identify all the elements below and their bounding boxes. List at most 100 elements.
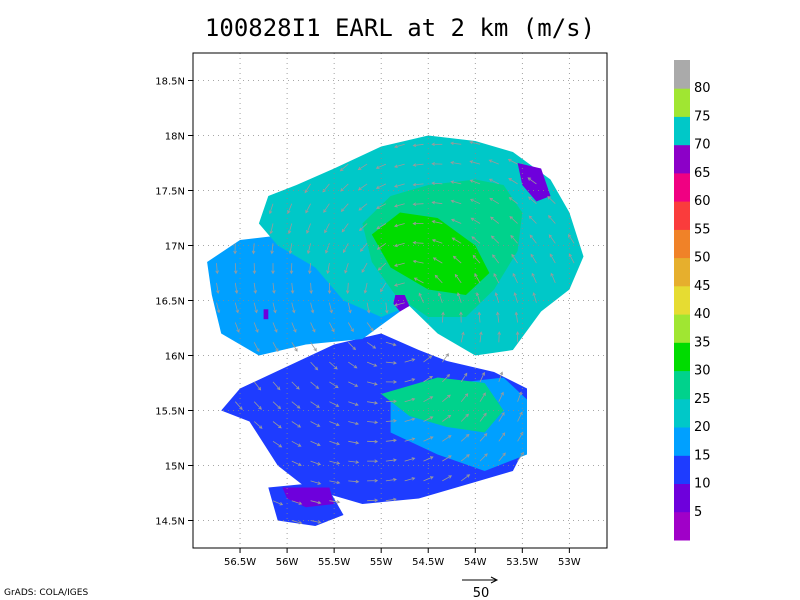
wind-vector-2: [215, 263, 219, 275]
wind-vector-63: [304, 183, 311, 194]
wind-vector-169: [442, 374, 451, 383]
wind-vector-7: [233, 263, 238, 275]
wind-vector-245: [530, 253, 537, 264]
wind-vector-69: [329, 401, 340, 407]
wind-vector-44: [287, 223, 293, 235]
wind-vector-43: [288, 243, 293, 255]
wind-vector-231: [517, 411, 523, 422]
wind-vector-225: [490, 216, 500, 224]
wind-vector-237: [511, 253, 518, 264]
wind-vector-216: [498, 411, 505, 422]
wind-vector-236: [512, 272, 518, 284]
colorbar-swatch-6: [674, 342, 690, 372]
colorbar-swatch-13: [674, 144, 690, 174]
colorbar-label-0: 5: [694, 505, 702, 520]
wind-vector-244: [531, 272, 537, 284]
x-tick-label-3: 55W: [370, 557, 393, 568]
wind-vector-96: [339, 163, 349, 172]
wind-vector-113: [358, 183, 368, 191]
wind-vector-177: [431, 200, 443, 205]
wind-vector-83: [348, 421, 360, 426]
wind-vector-183: [460, 433, 470, 442]
wind-vector-187: [460, 331, 465, 343]
wind-vector-0: [216, 302, 221, 314]
wind-vector-94: [340, 203, 349, 213]
wind-vector-46: [310, 520, 322, 524]
colorbar-swatch-15: [674, 88, 690, 117]
wind-vector-89: [347, 302, 352, 314]
wind-vector-206: [474, 273, 481, 284]
wind-vector-222: [493, 273, 500, 284]
x-tick-label-5: 54W: [464, 557, 487, 568]
wind-vector-15: [253, 282, 258, 294]
colorbar-label-9: 50: [694, 251, 711, 266]
x-tick-label-7: 53W: [558, 557, 581, 568]
wind-vector-142: [393, 242, 405, 248]
colorbar-label-11: 60: [694, 194, 711, 209]
wind-vector-207: [472, 254, 481, 264]
wind-vector-238: [510, 234, 518, 244]
wind-vector-81: [348, 460, 360, 464]
wind-vector-132: [404, 477, 416, 482]
colorbar-swatch-12: [674, 172, 690, 202]
wind-vector-1: [216, 282, 220, 294]
speed-region-6: [381, 377, 504, 433]
wind-vector-181: [460, 474, 471, 482]
colorbar-label-13: 70: [694, 138, 711, 153]
wind-vector-198: [479, 453, 488, 462]
colorbar-swatch-7: [674, 314, 690, 343]
wind-vector-25: [272, 302, 277, 314]
wind-vector-70: [329, 381, 339, 389]
speed-region-0: [221, 333, 527, 504]
colorbar-swatch-1: [674, 483, 690, 513]
wind-vector-87: [348, 342, 356, 351]
wind-vector-37: [291, 381, 300, 390]
wind-vector-30: [268, 203, 274, 215]
wind-vector-254: [547, 195, 556, 204]
wind-vector-146: [393, 163, 405, 168]
wind-vector-140: [393, 282, 405, 287]
wind-vector-27: [271, 263, 275, 275]
wind-vector-57: [310, 302, 315, 314]
wind-vector-174: [432, 257, 443, 264]
wind-vector-98: [367, 478, 379, 483]
wind-vector-191: [452, 255, 462, 264]
wind-vector-59: [308, 263, 312, 275]
wind-vector-125: [380, 282, 387, 293]
wind-vector-48: [310, 480, 322, 485]
wind-vector-122: [385, 361, 397, 365]
wind-vector-77: [324, 223, 330, 234]
wind-vector-103: [366, 381, 378, 386]
wind-vector-109: [361, 262, 368, 273]
wind-vector-172: [438, 292, 443, 303]
wind-vector-182: [460, 454, 470, 462]
wind-vector-192: [451, 237, 462, 244]
wind-vector-79: [322, 183, 330, 193]
wind-vector-29: [269, 223, 274, 235]
wind-vector-97: [367, 498, 379, 503]
wind-vector-34: [291, 440, 302, 447]
wind-vector-93: [341, 223, 349, 233]
wind-vector-159: [412, 221, 424, 226]
colorbar-swatch-8: [674, 285, 690, 315]
wind-vector-144: [393, 203, 405, 208]
colorbar-swatch-4: [674, 398, 690, 428]
wind-vector-56: [310, 322, 316, 333]
wind-vector-76: [325, 243, 330, 254]
wind-vector-111: [359, 223, 368, 232]
wind-vector-193: [450, 218, 462, 224]
wind-vector-110: [359, 243, 368, 252]
wind-vector-78: [323, 203, 330, 213]
wind-vector-8: [233, 243, 237, 255]
colorbar-legend: 5 10 15 20 25 30 35 40 45 50 55 60 65 70 75 80: [674, 60, 711, 541]
colorbar-label-3: 20: [694, 420, 711, 435]
wind-vector-163: [412, 143, 424, 148]
wind-vector-228: [488, 159, 499, 165]
wind-vector-186: [460, 372, 468, 383]
wind-vector-194: [450, 199, 462, 205]
wind-vector-102: [367, 401, 379, 405]
wind-vector-53: [310, 381, 320, 390]
wind-vector-51: [310, 421, 321, 427]
wind-vector-153: [423, 376, 434, 383]
